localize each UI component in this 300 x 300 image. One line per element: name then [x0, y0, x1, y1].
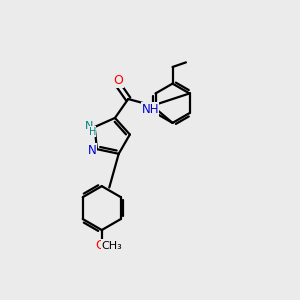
Text: N: N	[85, 121, 93, 131]
Text: H: H	[88, 127, 96, 136]
Text: CH₃: CH₃	[102, 241, 122, 251]
Text: O: O	[113, 74, 123, 87]
Text: NH: NH	[141, 103, 159, 116]
Text: N: N	[88, 144, 96, 157]
Text: O: O	[96, 239, 106, 252]
